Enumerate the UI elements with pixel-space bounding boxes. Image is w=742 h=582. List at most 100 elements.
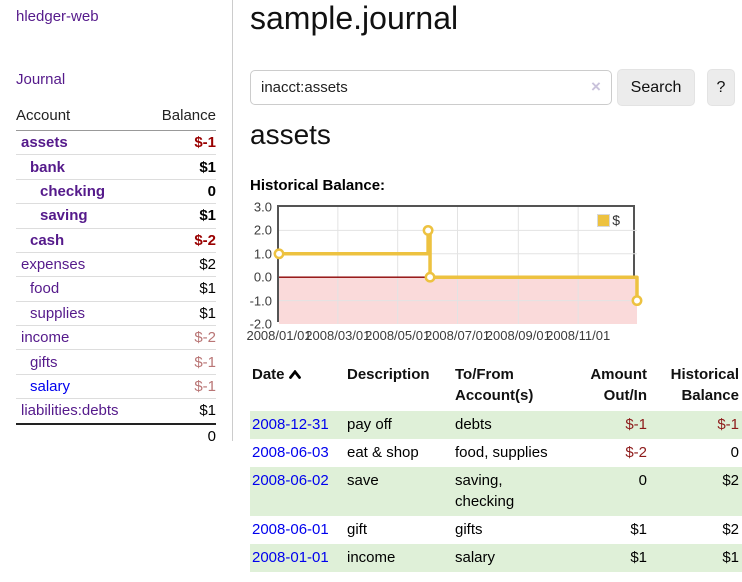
chart-legend: $: [597, 212, 620, 228]
transaction-accounts: food, supplies: [455, 444, 548, 461]
legend-swatch: [597, 213, 611, 227]
y-axis-tick-label: -1.0: [249, 293, 272, 309]
account-row: liabilities:debts $1: [16, 399, 216, 422]
account-balance: $1: [199, 207, 216, 225]
account-link-expenses[interactable]: expenses: [21, 256, 86, 274]
transaction-date-link[interactable]: 2008-12-31: [252, 416, 329, 433]
sidebar: hledger-web Journal Account Balance asse…: [0, 0, 233, 445]
transaction-balance: $2: [722, 472, 739, 489]
account-balance: $-2: [194, 231, 216, 249]
transaction-date-link[interactable]: 2008-06-01: [252, 521, 329, 538]
account-balance: $-1: [194, 353, 216, 371]
app-brand-link[interactable]: hledger-web: [16, 8, 99, 25]
transaction-accounts: gifts: [455, 521, 483, 538]
transaction-amount: $-1: [625, 416, 647, 433]
transaction-accounts: salary: [455, 549, 496, 566]
transaction-date-link[interactable]: 2008-06-03: [252, 444, 329, 461]
account-row: assets $-1: [16, 131, 216, 156]
account-link-saving[interactable]: saving: [40, 207, 88, 225]
accounts-rows: assets $-1 bank $1 checking 0 saving $1 cash $-2 e…: [16, 131, 216, 423]
account-balance: $-1: [194, 377, 216, 395]
y-axis-tick-label: 2.0: [253, 222, 272, 238]
transaction-description: save: [347, 472, 379, 489]
transaction-balance: $1: [722, 549, 739, 566]
account-link-food[interactable]: food: [30, 280, 60, 298]
column-header-balance[interactable]: Historical Balance: [670, 366, 739, 404]
account-link-salary[interactable]: salary: [30, 377, 71, 395]
account-row: food $1: [16, 277, 216, 302]
accounts-header-balance: Balance: [161, 107, 216, 124]
transaction-row: 2008-06-01 gift gifts $1 $2: [250, 516, 742, 544]
account-link-cash[interactable]: cash: [30, 231, 65, 249]
search-input[interactable]: [250, 70, 612, 105]
account-balance: $2: [199, 256, 216, 274]
account-row: supplies $1: [16, 302, 216, 326]
y-axis-tick-label: 0.0: [253, 269, 272, 285]
account-link-liabilities-debts[interactable]: liabilities:debts: [21, 402, 119, 420]
account-row: checking 0: [16, 180, 216, 205]
clear-search-icon[interactable]: ×: [591, 77, 601, 96]
account-row: gifts $-1: [16, 350, 216, 375]
accounts-header-account: Account: [16, 107, 71, 124]
account-link-bank[interactable]: bank: [30, 158, 66, 176]
transaction-description: gift: [347, 521, 368, 538]
column-header-description[interactable]: Description: [347, 366, 430, 383]
historical-balance-label: Historical Balance:: [250, 177, 386, 194]
search-button[interactable]: Search: [617, 69, 695, 106]
main-content: sample.journal × Search ? assets Histori…: [246, 0, 742, 582]
account-row: salary $-1: [16, 375, 216, 400]
account-row: bank $1: [16, 155, 216, 180]
chart-canvas: [273, 207, 643, 324]
transactions-header-row: Date Description To/From Account(s) Amou…: [250, 362, 742, 411]
account-balance: $-1: [194, 134, 216, 152]
transaction-description: pay off: [347, 416, 392, 433]
balance-chart: $ 3.0 2.0 1.0 0.0 -1.0 -2.0 2008/01/01 2008/03/…: [246, 200, 643, 343]
account-heading: assets: [250, 119, 331, 150]
sort-ascending-icon: [288, 370, 301, 379]
transaction-amount: $1: [630, 521, 647, 538]
transaction-accounts: debts: [455, 416, 492, 433]
transaction-description: income: [347, 549, 396, 566]
x-axis-tick-label: 2008/01/01: [246, 328, 312, 343]
x-axis-tick-label: 2008/09/01: [485, 328, 551, 343]
transaction-date-cell: 2008-06-02: [250, 467, 345, 516]
sidebar-item-journal[interactable]: Journal: [16, 71, 66, 88]
y-axis-tick-label: 3.0: [253, 199, 272, 215]
account-balance: $1: [199, 304, 216, 322]
transaction-balance: $-1: [717, 416, 739, 433]
transactions-table: Date Description To/From Account(s) Amou…: [250, 362, 742, 572]
help-button[interactable]: ?: [707, 69, 735, 106]
transaction-row: 2008-01-01 income salary $1 $1: [250, 544, 742, 572]
transaction-description: eat & shop: [347, 444, 419, 461]
account-row: income $-2: [16, 326, 216, 351]
account-balance: $1: [199, 402, 216, 420]
transaction-balance: $2: [722, 521, 739, 538]
x-axis-tick-label: 2008/07/01: [424, 328, 491, 343]
column-header-date[interactable]: Date: [250, 362, 345, 411]
x-axis-tick-label: 2008/11/01: [546, 328, 611, 343]
y-axis-tick-label: 1.0: [253, 246, 272, 262]
transaction-balance: 0: [730, 444, 739, 461]
transaction-row: 2008-12-31 pay off debts $-1 $-1: [250, 411, 742, 439]
account-row: cash $-2: [16, 229, 216, 253]
transaction-date-link[interactable]: 2008-01-01: [252, 549, 329, 566]
column-header-accounts[interactable]: To/From Account(s): [455, 366, 534, 404]
transaction-date-cell: 2008-12-31: [250, 411, 345, 439]
account-link-checking[interactable]: checking: [40, 182, 106, 200]
account-link-assets[interactable]: assets: [21, 134, 68, 152]
transaction-date-cell: 2008-01-01: [250, 544, 345, 572]
accounts-total: 0: [16, 422, 216, 448]
accounts-table-header: Account Balance: [16, 103, 216, 131]
x-axis-tick-label: 2008/03/01: [305, 328, 371, 343]
account-link-income[interactable]: income: [21, 329, 70, 347]
account-link-gifts[interactable]: gifts: [30, 353, 58, 371]
transaction-amount: $-2: [625, 444, 647, 461]
account-link-supplies[interactable]: supplies: [30, 304, 86, 322]
column-header-amount[interactable]: Amount Out/In: [590, 366, 647, 404]
account-balance: $1: [199, 280, 216, 298]
transaction-date-link[interactable]: 2008-06-02: [252, 472, 329, 489]
accounts-table: Account Balance assets $-1 bank $1 checking 0…: [16, 103, 216, 448]
y-axis-tick-label: -2.0: [249, 316, 272, 332]
account-balance: $-2: [194, 329, 216, 347]
transaction-accounts: saving, checking: [455, 472, 515, 510]
